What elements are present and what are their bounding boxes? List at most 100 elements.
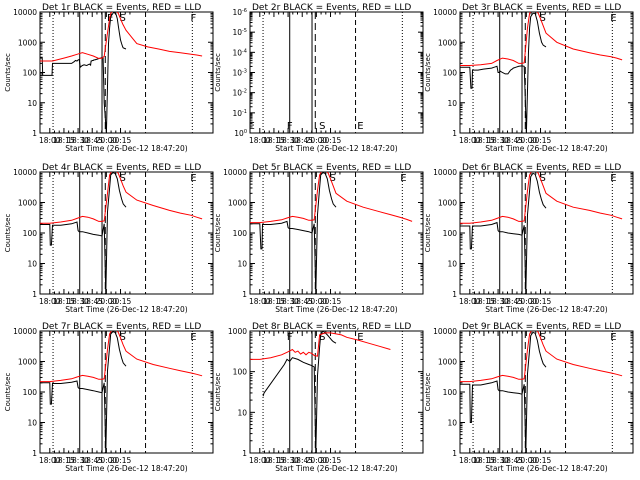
y-tick-label: 10-4: [232, 48, 247, 57]
y-tick-label: 1: [32, 129, 37, 138]
y-tick-label: 100: [23, 229, 38, 238]
y-tick-label: 10: [237, 260, 247, 269]
y-tick-label: 10-1: [232, 109, 247, 118]
chart-title: Det 6r BLACK = Events, RED = LLD: [462, 163, 621, 173]
x-tick-label: 18:30: [277, 136, 299, 145]
y-axis-label: Counts/sec: [4, 373, 12, 412]
guide-lines: [52, 331, 193, 453]
y-tick-label: 1: [32, 290, 37, 299]
y-tick-label: 1: [452, 129, 457, 138]
chart-title: Det 8r BLACK = Events, RED = LLD: [252, 322, 411, 332]
lld-series-line: [250, 332, 391, 360]
marker-label: S: [540, 332, 546, 343]
y-axis-label: Counts/sec: [4, 214, 12, 253]
x-axis-label: Start Time (26-Dec-12 18:47:20): [485, 464, 607, 473]
marker-label: E: [610, 173, 616, 184]
x-tick-label: 20:15: [530, 136, 552, 145]
x-tick-label: 20:00: [516, 456, 538, 465]
x-tick-label: 18:45: [291, 136, 313, 145]
x-tick-label: 18:00: [39, 456, 61, 465]
marker-label: E: [248, 121, 254, 132]
x-tick-label: 18:15: [263, 456, 285, 465]
chart-title: Det 7r BLACK = Events, RED = LLD: [42, 322, 201, 332]
lld-series-line: [460, 331, 623, 383]
chart-panel-4: Det 4r BLACK = Events, RED = LLD Counts/s…: [4, 163, 214, 314]
x-axis-label: Start Time (26-Dec-12 18:47:20): [65, 144, 187, 153]
guide-lines: [472, 331, 613, 453]
series-group: [460, 172, 623, 294]
x-tick-label: 20:15: [110, 136, 132, 145]
plot-frame: [249, 171, 424, 295]
x-tick-label: 18:15: [263, 297, 285, 306]
x-tick-label: 20:15: [110, 297, 132, 306]
x-tick-label: 18:00: [39, 297, 61, 306]
y-tick-label: 10000: [13, 168, 37, 177]
x-axis-label: Start Time (26-Dec-12 18:47:20): [275, 144, 397, 153]
events-series-line: [40, 172, 127, 294]
chart-title: Det 4r BLACK = Events, RED = LLD: [42, 163, 201, 173]
y-tick-label: 1000: [18, 358, 37, 367]
y-tick-label: 10000: [433, 8, 457, 17]
x-tick-label: 18:00: [459, 136, 481, 145]
chart-panel-7: Det 7r BLACK = Events, RED = LLD Counts/s…: [4, 322, 214, 473]
guide-lines: [262, 12, 403, 133]
guide-lines: [262, 172, 403, 294]
guide-lines: [52, 172, 193, 294]
marker-label: S: [540, 13, 546, 24]
chart-title: Det 3r BLACK = Events, RED = LLD: [462, 3, 621, 13]
plot-frame: [39, 171, 214, 295]
x-tick-label: 20:15: [320, 456, 342, 465]
chart-panel-1: Det 1r BLACK = Events, RED = LLD Counts/s…: [4, 3, 214, 153]
y-tick-label: 1: [452, 449, 457, 458]
x-tick-label: 18:00: [459, 297, 481, 306]
x-tick-label: 18:30: [487, 456, 509, 465]
guide-lines: [472, 12, 613, 133]
marker-label: E: [357, 332, 363, 343]
chart-title: Det 5r BLACK = Events, RED = LLD: [252, 163, 411, 173]
events-series-line: [460, 331, 547, 453]
x-axis-label: Start Time (26-Dec-12 18:47:20): [65, 464, 187, 473]
y-tick-label: 1000: [228, 327, 247, 336]
plot-frame: [39, 330, 214, 454]
x-tick-label: 18:00: [39, 136, 61, 145]
x-tick-label: 20:00: [516, 136, 538, 145]
marker-label: S: [120, 332, 126, 343]
x-tick-label: 18:00: [459, 456, 481, 465]
x-axis-label: Start Time (26-Dec-12 18:47:20): [65, 305, 187, 314]
marker-label: S: [319, 332, 325, 343]
x-tick-label: 18:15: [53, 297, 75, 306]
y-tick-label: 100: [234, 129, 247, 138]
y-tick-label: 1000: [438, 38, 457, 47]
marker-label: F: [287, 332, 293, 343]
x-tick-label: 20:00: [306, 136, 328, 145]
marker-label: E: [190, 173, 196, 184]
y-tick-label: 1: [452, 290, 457, 299]
y-tick-label: 10000: [13, 8, 37, 17]
x-tick-label: 18:15: [263, 136, 285, 145]
x-tick-label: 18:30: [277, 297, 299, 306]
x-tick-label: 20:15: [320, 297, 342, 306]
series-group: [40, 172, 203, 294]
lld-series-line: [460, 12, 623, 66]
y-tick-label: 10000: [433, 327, 457, 336]
y-tick-label: 10: [27, 99, 37, 108]
y-axis-label: Counts/sec: [214, 53, 222, 92]
lld-series-line: [250, 172, 413, 224]
series-group: [250, 331, 391, 453]
chart-title: Det 2r BLACK = Events, RED = LLD: [252, 3, 411, 13]
x-axis-label: Start Time (26-Dec-12 18:47:20): [485, 305, 607, 314]
x-tick-label: 18:15: [473, 136, 495, 145]
x-tick-label: 20:15: [320, 136, 342, 145]
chart-panel-5: Det 5r BLACK = Events, RED = LLD Counts/s…: [214, 163, 424, 314]
plot-frame: [249, 11, 424, 134]
marker-label: E: [190, 332, 196, 343]
chart-panel-2: Det 2r BLACK = Events, RED = LLD Counts/s…: [214, 3, 424, 153]
y-tick-label: 10-5: [232, 28, 247, 37]
y-tick-label: 1000: [438, 199, 457, 208]
y-tick-label: 100: [233, 368, 248, 377]
x-axis-label: Start Time (26-Dec-12 18:47:20): [485, 144, 607, 153]
y-axis-label: Counts/sec: [424, 53, 432, 92]
x-tick-label: 18:30: [487, 297, 509, 306]
y-tick-label: 10: [237, 408, 247, 417]
